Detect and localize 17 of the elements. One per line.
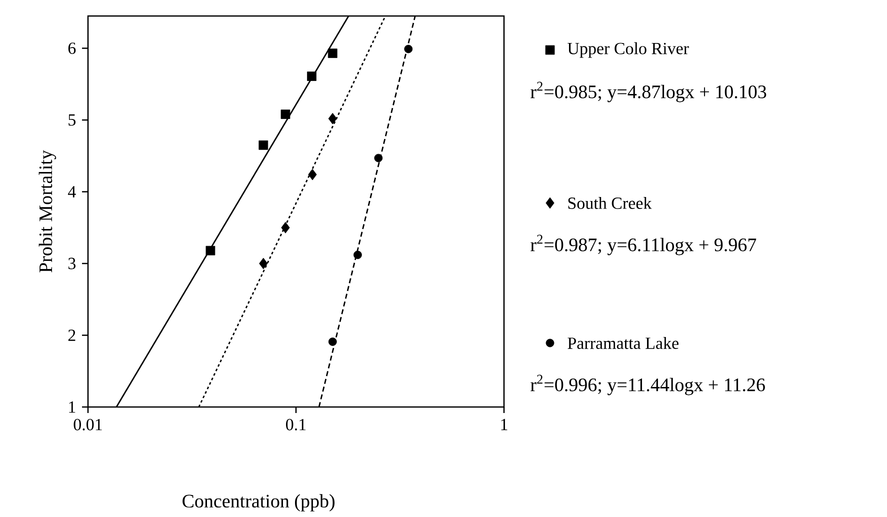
y-axis-title: Probit Mortality xyxy=(38,150,56,272)
x-tick-label: 0.1 xyxy=(286,418,306,430)
legend-label: Parramatta Lake xyxy=(568,337,678,349)
y-tick-label: 4 xyxy=(68,186,76,198)
x-axis-title: Concentration (ppb) xyxy=(182,494,334,512)
y-tick-label: 2 xyxy=(68,330,76,341)
y-tick-label: 5 xyxy=(68,114,76,126)
text: r$^{2}$=0.987; y=6.11logx + 9.967 xyxy=(530,234,756,256)
legend-label: South Creek xyxy=(568,197,652,209)
x-tick-label: 0.01 xyxy=(74,418,102,430)
y-tick-label: 3 xyxy=(68,258,76,270)
legend-label: Upper Colo River xyxy=(568,42,689,58)
text: r$^{2}$=0.985; y=4.87logx + 10.103 xyxy=(530,82,766,102)
x-tick-label: 1 xyxy=(501,418,508,430)
y-tick-label: 6 xyxy=(68,42,76,54)
text: r$^{2}$=0.996; y=11.44logx + 11.26 xyxy=(530,374,765,396)
y-tick-label: 1 xyxy=(69,401,76,413)
